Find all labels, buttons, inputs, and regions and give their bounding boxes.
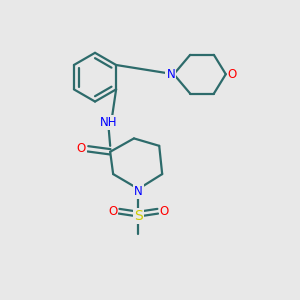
Text: O: O — [160, 205, 169, 218]
Text: NH: NH — [100, 116, 117, 129]
Text: N: N — [134, 185, 143, 198]
Text: O: O — [228, 68, 237, 81]
Text: N: N — [167, 68, 175, 81]
Text: O: O — [77, 142, 86, 155]
Text: S: S — [134, 209, 143, 223]
Text: O: O — [108, 205, 117, 218]
